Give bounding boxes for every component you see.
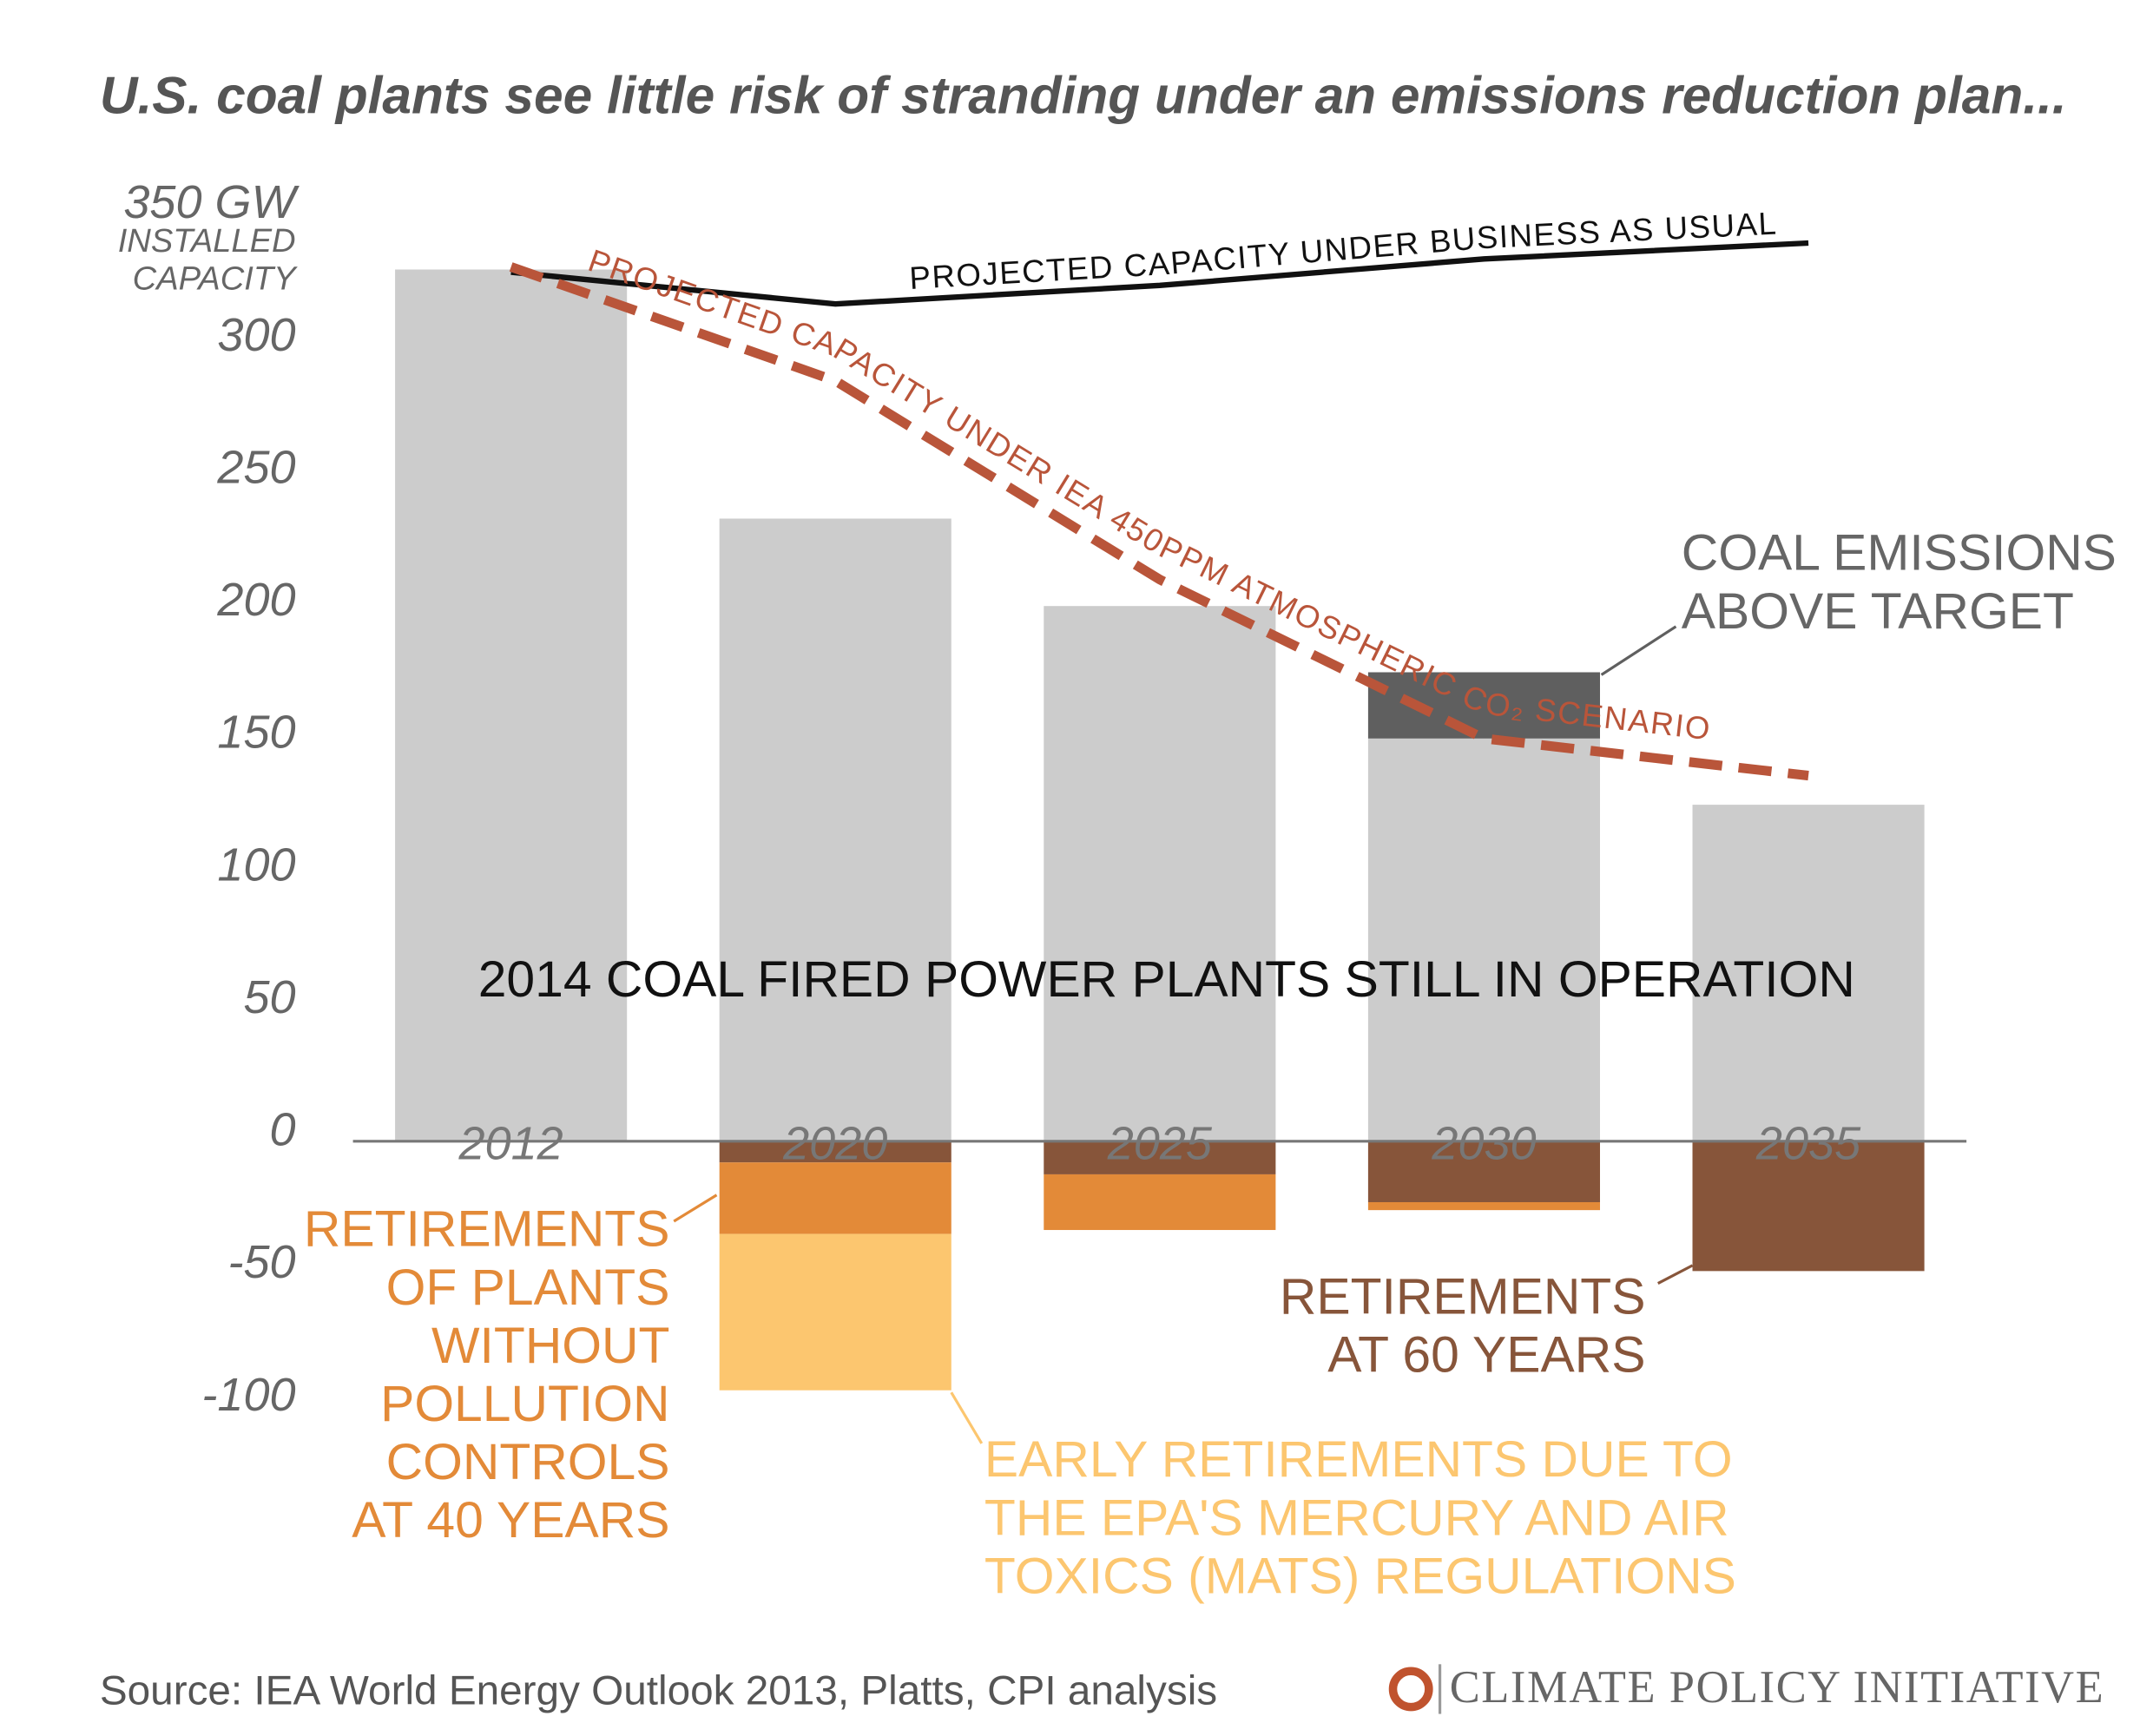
y-tick-label: 50	[243, 971, 295, 1023]
bar-segment	[719, 518, 951, 1141]
y-tick-label: -100	[201, 1369, 295, 1421]
y-tick-label: 350 GW	[123, 176, 300, 228]
leader-line	[1600, 625, 1677, 676]
bar-segment	[719, 1141, 951, 1163]
leader-lines	[673, 625, 1694, 1444]
bar-segment	[1044, 606, 1276, 1141]
logo-icon	[1388, 1667, 1433, 1712]
x-tick-label: 2012	[458, 1117, 563, 1169]
series-label: EARLY RETIREMENTS DUE TO THE EPA'S MERCUR…	[984, 1431, 1736, 1604]
x-tick-label: 2020	[782, 1117, 887, 1169]
y-tick-label: 150	[217, 707, 295, 759]
x-tick-label: 2025	[1107, 1117, 1213, 1169]
line-series	[509, 262, 1809, 781]
bar-segment	[719, 1233, 951, 1391]
x-tick-label: 2030	[1431, 1117, 1536, 1169]
y-axis-label: INSTALLED CAPACITY	[118, 222, 298, 297]
line-series	[510, 240, 1809, 307]
x-tick-label: 2035	[1755, 1117, 1861, 1169]
bar-segment	[395, 269, 628, 1141]
bars	[395, 269, 1925, 1391]
bar-segment	[1044, 1174, 1276, 1231]
source: Source: IEA World Energy Outlook 2013, P…	[100, 1667, 1217, 1713]
bar-segment	[1367, 1141, 1600, 1202]
bar-segment	[1367, 738, 1600, 1141]
chart-title: U.S. coal plants see little risk of stra…	[100, 65, 2067, 124]
leader-line	[950, 1391, 984, 1444]
y-tick-label: 300	[217, 309, 295, 361]
leader-line	[1657, 1264, 1694, 1285]
bar-segment	[1044, 1141, 1276, 1174]
brand: CLIMATE POLICY INITIATIVE	[1450, 1662, 2105, 1713]
series-label: 2014 COAL FIRED POWER PLANTS STILL IN OP…	[478, 950, 1855, 1007]
series-label: COAL EMISSIONS ABOVE TARGET	[1682, 524, 2117, 639]
leader-line	[673, 1194, 718, 1223]
y-tick-label: 0	[270, 1104, 296, 1156]
y-tick-label: -50	[227, 1236, 295, 1288]
bar-segment	[1367, 1201, 1600, 1211]
bar-segment	[719, 1162, 951, 1234]
bar-segment	[1692, 805, 1925, 1141]
y-tick-label: 100	[217, 838, 295, 891]
y-tick-label: 200	[216, 574, 295, 626]
logo: CLIMATE POLICY INITIATIVE	[1388, 1662, 2105, 1714]
series-label: RETIREMENTS AT 60 YEARS	[1280, 1268, 1646, 1383]
y-tick-label: 250	[216, 441, 295, 493]
bar-segment	[1692, 1141, 1925, 1272]
series-label: RETIREMENTS OF PLANTS WITHOUT POLLUTION CONT…	[304, 1200, 670, 1548]
